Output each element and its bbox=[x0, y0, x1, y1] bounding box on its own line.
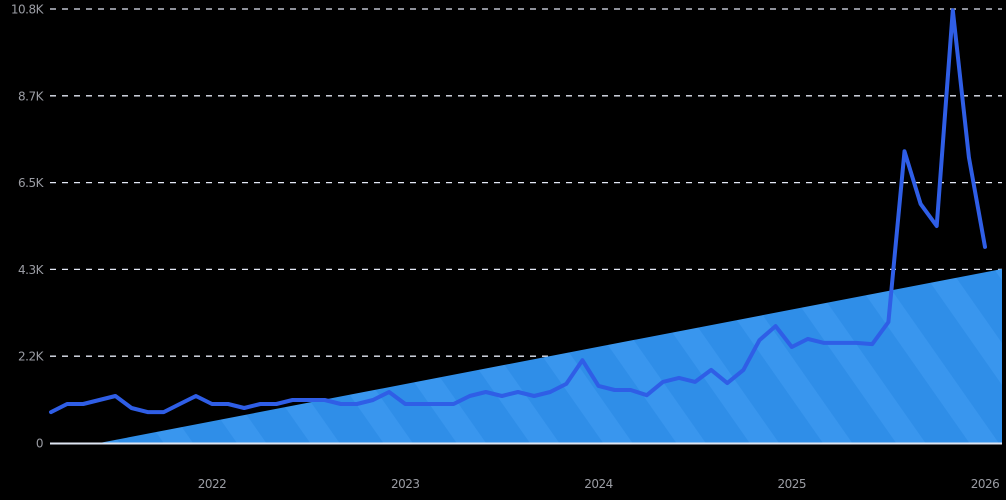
x-tick-label: 2022 bbox=[198, 477, 227, 491]
x-tick-label: 2025 bbox=[777, 477, 806, 491]
y-tick-label: 10.8K bbox=[11, 3, 45, 17]
data-line bbox=[49, 8, 987, 415]
y-tick-label: 4.3K bbox=[18, 263, 45, 277]
x-tick-label: 2023 bbox=[391, 477, 420, 491]
y-tick-label: 6.5K bbox=[18, 176, 45, 190]
x-tick-label: 2024 bbox=[584, 477, 613, 491]
y-tick-label: 8.7K bbox=[18, 89, 45, 103]
y-tick-label: 2.2K bbox=[18, 350, 45, 364]
x-tick-label: 2026 bbox=[971, 477, 1000, 491]
series-line bbox=[49, 8, 987, 415]
y-axis: 0 2.2K 4.3K 6.5K 8.7K 10.8K bbox=[11, 3, 45, 451]
x-axis: 2022 2023 2024 2025 2026 bbox=[198, 477, 1000, 491]
y-tick-label: 0 bbox=[36, 437, 43, 451]
